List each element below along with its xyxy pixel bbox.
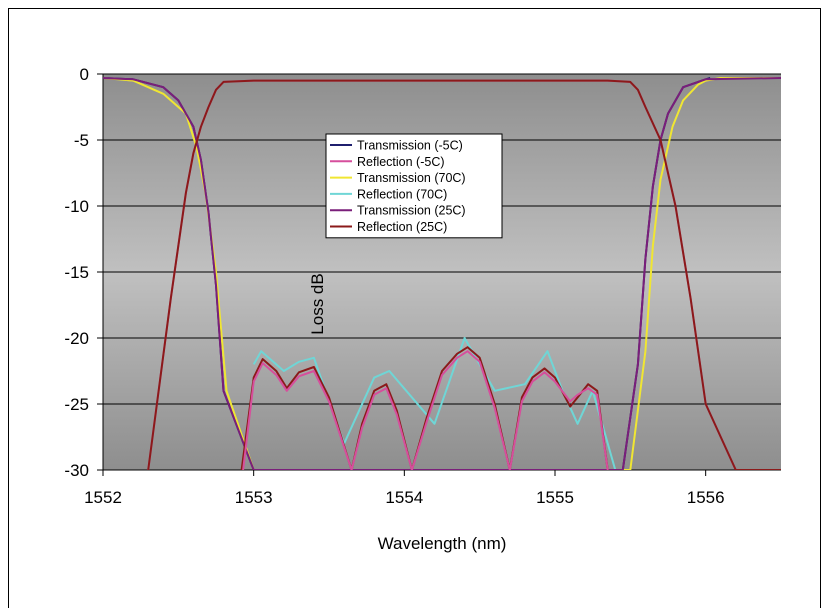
legend-label: Transmission (25C) <box>357 204 466 218</box>
x-tick-label: 1555 <box>536 488 574 507</box>
legend-box <box>325 133 503 239</box>
legend-label: Reflection (70C) <box>357 187 447 201</box>
legend-label: Reflection (25C) <box>357 220 447 234</box>
series-group <box>103 77 781 470</box>
series-line-ripple-7 <box>242 350 609 470</box>
y-tick-label: -5 <box>74 131 89 150</box>
x-axis-title: Wavelength (nm) <box>378 534 507 553</box>
legend-label: Transmission (-5C) <box>357 139 463 153</box>
y-tick-label: -30 <box>64 461 89 480</box>
x-tick-label: 1552 <box>84 488 122 507</box>
x-tick-label: 1554 <box>385 488 423 507</box>
y-tick-label: -25 <box>64 395 89 414</box>
y-axis-title: Loss dB <box>308 273 327 334</box>
series-line-reflection-25c <box>147 79 781 470</box>
legend-label: Reflection (-5C) <box>357 155 445 169</box>
y-tick-label: -10 <box>64 197 89 216</box>
series-line-ripple-6 <box>240 346 609 470</box>
axes: 0 -5 -10 -15 -20 -25 -30 1552 1553 1554 1555 1556 <box>64 65 781 507</box>
y-tick-label: 0 <box>80 65 89 84</box>
legend-label: Transmission (70C) <box>357 171 466 185</box>
chart-frame <box>8 8 821 608</box>
legend: Transmission (-5C) Reflection (-5C) Transm… <box>325 133 503 239</box>
y-tick-label: -15 <box>64 263 89 282</box>
y-tick-label: -20 <box>64 329 89 348</box>
series-line-transmission-70c <box>103 77 781 470</box>
x-tick-label: 1556 <box>687 488 725 507</box>
series-line-transmission-25c <box>103 77 781 470</box>
x-tick-label: 1553 <box>235 488 273 507</box>
